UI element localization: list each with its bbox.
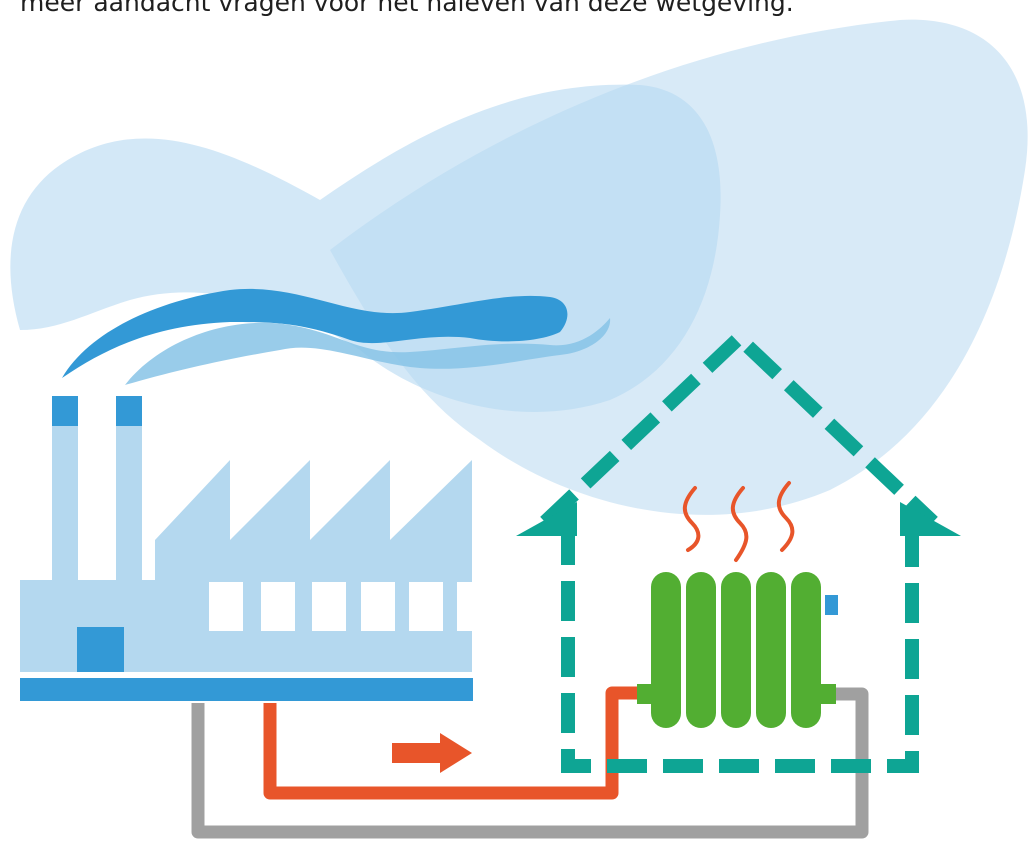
heat-wave bbox=[776, 481, 795, 552]
mid-cloud bbox=[10, 84, 721, 412]
chimney-left-cap bbox=[52, 396, 78, 426]
factory-window bbox=[409, 582, 443, 631]
radiator-fin bbox=[791, 572, 821, 728]
house-eave-left bbox=[516, 502, 577, 536]
radiator-fin bbox=[756, 572, 786, 728]
factory-window bbox=[209, 582, 243, 631]
house-wall-outline bbox=[561, 525, 919, 773]
heat-wave bbox=[682, 486, 701, 552]
supply-pipe bbox=[263, 686, 640, 800]
radiator-connector-left bbox=[637, 684, 655, 704]
house-eave-right bbox=[900, 502, 961, 536]
chimney-left bbox=[52, 396, 78, 582]
return-pipe bbox=[191, 687, 869, 839]
heat-wave bbox=[730, 486, 749, 562]
caption-text: meer aandacht vragen voor het naleven va… bbox=[20, 0, 794, 17]
chimney-right-cap bbox=[116, 396, 142, 426]
arrow-right-icon bbox=[392, 733, 472, 773]
radiator-fin bbox=[721, 572, 751, 728]
radiator-fin bbox=[686, 572, 716, 728]
radiator-valve bbox=[825, 595, 838, 615]
heat-waves-icon bbox=[682, 481, 795, 562]
house-roof-outline bbox=[540, 328, 938, 528]
factory-window bbox=[457, 582, 472, 631]
chimney-right bbox=[116, 396, 142, 582]
radiator-connector-right bbox=[818, 684, 836, 704]
factory-door bbox=[77, 627, 124, 672]
smoke-plume-light bbox=[125, 318, 611, 385]
factory-window bbox=[261, 582, 295, 631]
house-icon bbox=[540, 328, 938, 773]
radiator-fin bbox=[651, 572, 681, 728]
factory-windows bbox=[209, 582, 472, 631]
factory-icon bbox=[20, 396, 473, 701]
smoke-plume-dark bbox=[62, 288, 568, 378]
factory-window bbox=[312, 582, 346, 631]
factory-window bbox=[361, 582, 395, 631]
radiator-icon bbox=[637, 572, 838, 728]
factory-building bbox=[20, 460, 472, 672]
factory-base bbox=[20, 678, 473, 701]
